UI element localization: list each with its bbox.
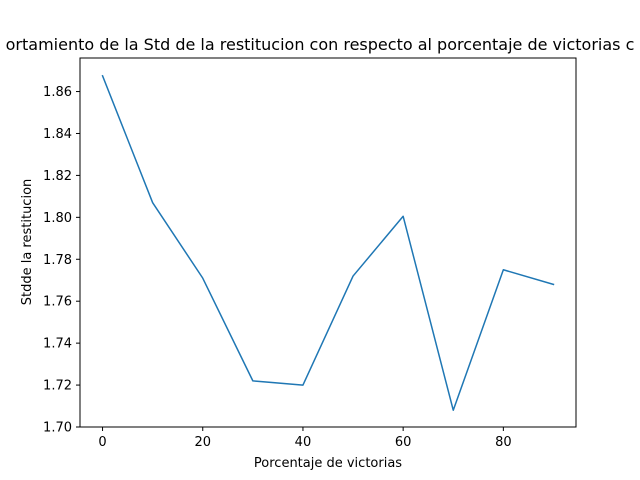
y-tick-label: 1.78 [43,253,72,268]
plot-area [80,58,576,427]
y-tick-label: 1.70 [43,421,72,436]
x-axis-label: Porcentaje de victorias [254,456,402,471]
chart-title: ortamiento de la Std de la restitucion c… [6,35,635,54]
y-tick-label: 1.80 [43,211,72,226]
plot-frame [79,57,577,428]
y-tick-label: 1.72 [43,379,72,394]
x-tick-label: 40 [295,435,312,450]
y-axis-ticks: 1.70 1.72 1.74 1.76 1.78 1.80 1.82 1.84 1.86 [43,85,80,436]
x-tick-label: 0 [98,435,106,450]
x-tick-label: 20 [194,435,211,450]
y-tick-label: 1.76 [43,295,72,310]
y-tick-label: 1.84 [43,127,72,142]
series-line [101,74,555,411]
y-axis-label: Stdde la restitucion [20,179,35,306]
x-tick-label: 60 [395,435,412,450]
series-layer [101,74,555,411]
y-tick-label: 1.82 [43,169,72,184]
x-tick-label: 80 [495,435,512,450]
y-tick-label: 1.74 [43,337,72,352]
x-axis-ticks: 0 20 40 60 80 [98,427,512,450]
y-tick-label: 1.86 [43,85,72,100]
